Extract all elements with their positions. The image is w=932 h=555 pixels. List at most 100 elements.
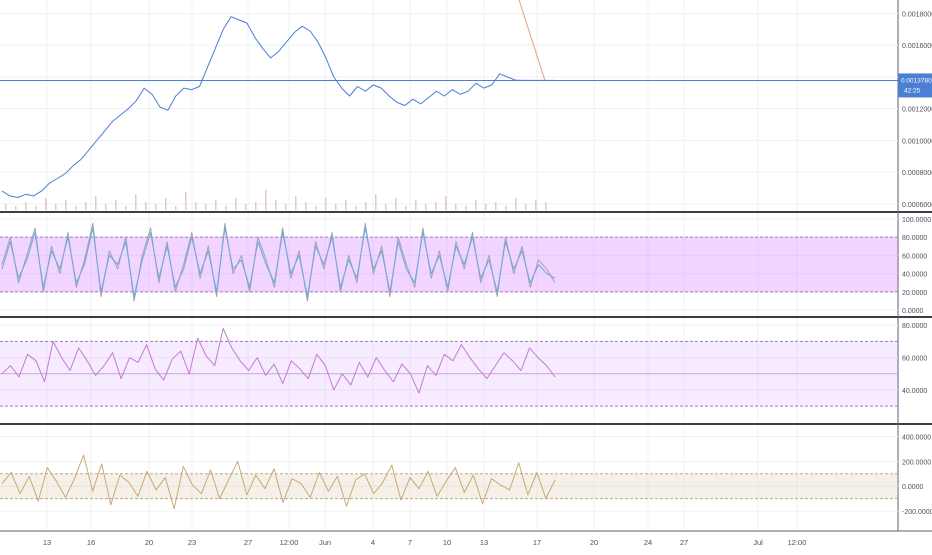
volume-bar — [55, 204, 57, 210]
volume-bar — [385, 204, 387, 210]
x-tick-label: 13 — [480, 538, 488, 547]
volume-bar — [495, 202, 497, 210]
volume-bar — [455, 204, 457, 210]
volume-bar — [425, 204, 427, 210]
x-tick-label: 7 — [408, 538, 412, 547]
x-tick-label: 20 — [590, 538, 598, 547]
y-tick-label: 60.0000 — [902, 356, 927, 363]
volume-bar — [505, 206, 507, 210]
volume-bar — [255, 202, 257, 210]
series-line-0-0 — [1, 16, 555, 198]
volume-bar — [215, 200, 217, 210]
volume-bar — [125, 206, 127, 210]
volume-bar — [465, 206, 467, 210]
indicator-band-3 — [0, 473, 898, 499]
volume-bar — [525, 204, 527, 210]
volume-bar — [435, 202, 437, 210]
volume-bar — [345, 200, 347, 210]
x-tick-label: 12:00 — [788, 538, 807, 547]
x-tick-label: Jul — [753, 538, 763, 547]
volume-bar — [285, 204, 287, 210]
volume-bar — [245, 204, 247, 210]
volume-bar — [115, 200, 117, 210]
y-tick-label: 80.0000 — [902, 323, 927, 330]
x-tick-label: 24 — [644, 538, 652, 547]
y-tick-label: -200.0000 — [902, 509, 932, 516]
volume-bar — [205, 204, 207, 210]
volume-bar — [335, 204, 337, 210]
volume-bar — [185, 192, 187, 210]
grid — [0, 0, 932, 532]
volume-bar — [75, 206, 77, 210]
volume-bar — [65, 200, 67, 210]
price-label-box — [898, 73, 932, 98]
y-tick-label: 400.0000 — [902, 434, 931, 441]
volume-bar — [485, 204, 487, 210]
volume-bar — [265, 190, 267, 210]
x-tick-label: 23 — [188, 538, 196, 547]
x-tick-label: 4 — [371, 538, 375, 547]
y-tick-label: 100.0000 — [902, 217, 931, 224]
x-tick-label: 16 — [87, 538, 95, 547]
x-tick-label: Jun — [319, 538, 331, 547]
y-tick-label: 0.00100000 — [902, 138, 932, 145]
volume-bar — [25, 202, 27, 210]
countdown-label: 42:25 — [904, 87, 921, 94]
volume-bar — [445, 196, 447, 210]
volume-bar — [95, 196, 97, 210]
volume-bar — [45, 198, 47, 210]
volume-bar — [105, 204, 107, 210]
y-tick-label: 80.0000 — [902, 235, 927, 242]
volume-bar — [225, 206, 227, 210]
volume-bar — [155, 204, 157, 210]
series-layer — [0, 0, 898, 510]
volume-bar — [545, 202, 547, 210]
x-tick-label: 27 — [680, 538, 688, 547]
x-tick-label: 17 — [533, 538, 541, 547]
axes: 0.001800000.001600000.001400000.00120000… — [43, 12, 932, 547]
volume-bar — [165, 198, 167, 210]
indicator-bands — [0, 236, 898, 500]
volume-bar — [295, 196, 297, 210]
volume-bar — [395, 198, 397, 210]
x-tick-label: 12:00 — [280, 538, 299, 547]
y-tick-label: 0.0000 — [902, 484, 924, 491]
y-tick-label: 200.0000 — [902, 459, 931, 466]
series-line-2-0 — [1, 328, 556, 394]
volume-bar — [135, 194, 137, 210]
volume-bar — [355, 206, 357, 210]
volume-bar — [145, 202, 147, 210]
trendline — [518, 0, 546, 81]
volume-bar — [415, 200, 417, 210]
volume-bar — [235, 198, 237, 210]
y-tick-label: 40.0000 — [902, 272, 927, 279]
volume-bar — [405, 206, 407, 210]
volume-bar — [325, 198, 327, 210]
x-tick-label: 20 — [145, 538, 153, 547]
y-tick-label: 0.00120000 — [902, 107, 932, 114]
y-tick-label: 0.00160000 — [902, 43, 932, 50]
y-tick-label: 20.0000 — [902, 290, 927, 297]
y-tick-label: 60.0000 — [902, 253, 927, 260]
x-tick-label: 13 — [43, 538, 51, 547]
x-tick-label: 10 — [443, 538, 451, 547]
volume-bar — [475, 200, 477, 210]
y-tick-label: 40.0000 — [902, 388, 927, 395]
volume-bar — [365, 202, 367, 210]
x-tick-label: 27 — [244, 538, 252, 547]
volume-bar — [85, 202, 87, 210]
volume-bar — [195, 202, 197, 210]
volume-bar — [375, 194, 377, 210]
volume-bar — [15, 206, 17, 210]
current-price-label: 0.00137800 — [901, 77, 932, 84]
volume-bar — [5, 204, 7, 210]
volume-bar — [35, 206, 37, 210]
volume-bar — [275, 200, 277, 210]
volume-bar — [175, 206, 177, 210]
volume-bar — [305, 202, 307, 210]
series-line-1-1 — [1, 227, 556, 297]
y-tick-label: 0.0000 — [902, 308, 924, 315]
y-tick-label: 0.00080000 — [902, 170, 932, 177]
